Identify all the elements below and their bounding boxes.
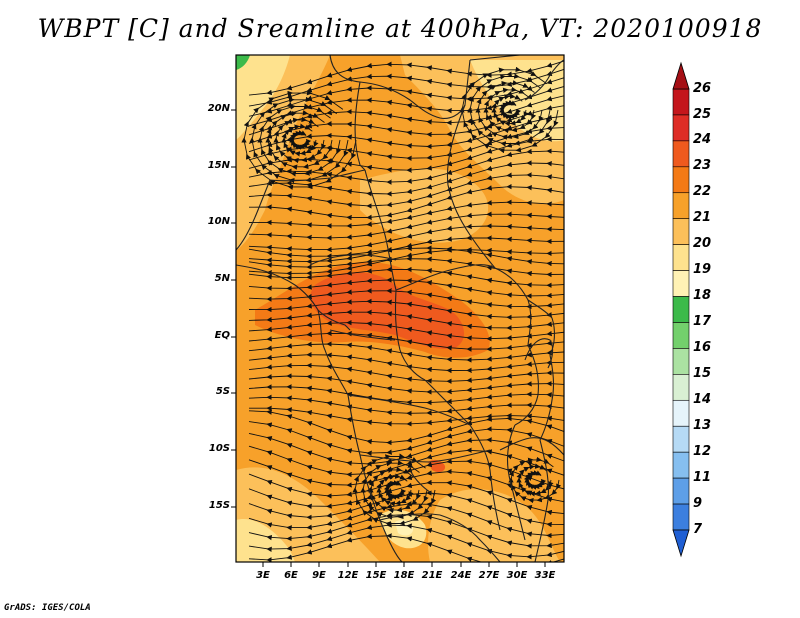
colorbar-label-24: 24 bbox=[693, 132, 712, 147]
lat-label-5n: 5N bbox=[214, 273, 230, 284]
colorbar-segment bbox=[672, 296, 690, 323]
lon-label-24e: 24E bbox=[450, 570, 472, 581]
streamline bbox=[248, 533, 564, 562]
colorbar-segment bbox=[672, 477, 690, 505]
colorbar-label-7: 7 bbox=[693, 522, 703, 537]
lat-label-15n: 15N bbox=[207, 160, 230, 171]
colorbar-bottom-triangle bbox=[672, 529, 690, 558]
colorbar-label-14: 14 bbox=[693, 392, 712, 407]
colorbar-label-17: 17 bbox=[693, 314, 712, 329]
lon-label-18e: 18E bbox=[393, 570, 415, 581]
lon-label-3e: 3E bbox=[256, 570, 270, 581]
colorbar-label-21: 21 bbox=[693, 210, 712, 225]
colorbar-segment bbox=[672, 374, 690, 401]
colorbar-label-16: 16 bbox=[693, 340, 712, 355]
lat-label-20n: 20N bbox=[207, 103, 230, 114]
colorbar-segment bbox=[672, 192, 690, 219]
colorbar-label-18: 18 bbox=[693, 288, 712, 303]
colorbar-segment bbox=[672, 503, 690, 531]
colorbar-label-13: 13 bbox=[693, 418, 712, 433]
colorbar-segment bbox=[672, 218, 690, 245]
plot-area bbox=[236, 55, 564, 562]
plot-frame bbox=[235, 54, 565, 563]
colorbar-label-25: 25 bbox=[693, 107, 712, 122]
lon-ticks bbox=[262, 562, 546, 567]
colorbar bbox=[672, 61, 690, 558]
lat-label-15s: 15S bbox=[208, 500, 230, 511]
lon-label-9e: 9E bbox=[312, 570, 326, 581]
colorbar-label-26: 26 bbox=[693, 81, 712, 96]
grads-credit: GrADS: IGES/COLA bbox=[4, 603, 91, 613]
lat-ticks bbox=[231, 109, 236, 508]
lat-label-10n: 10N bbox=[207, 216, 230, 227]
lat-label-eq: EQ bbox=[214, 330, 230, 341]
lat-label-10s: 10S bbox=[208, 443, 230, 454]
colorbar-label-22: 22 bbox=[693, 184, 712, 199]
colorbar-segment bbox=[672, 114, 690, 142]
streamline bbox=[508, 456, 562, 504]
colorbar-segment bbox=[672, 348, 690, 375]
colorbar-segment bbox=[672, 322, 690, 349]
lon-label-21e: 21E bbox=[421, 570, 443, 581]
streamline bbox=[459, 66, 559, 154]
colorbar-label-15: 15 bbox=[693, 366, 712, 381]
wbpt-area-17c bbox=[236, 55, 250, 70]
lon-label-33e: 33E bbox=[534, 570, 556, 581]
lon-label-6e: 6E bbox=[284, 570, 298, 581]
colorbar-segment bbox=[672, 451, 690, 479]
colorbar-label-11: 11 bbox=[693, 470, 712, 485]
colorbar-segment bbox=[672, 270, 690, 297]
colorbar-top-triangle bbox=[672, 61, 690, 90]
colorbar-label-23: 23 bbox=[693, 158, 712, 173]
colorbar-segment bbox=[672, 399, 690, 427]
colorbar-label-19: 19 bbox=[693, 262, 712, 277]
colorbar-label-20: 20 bbox=[693, 236, 712, 251]
colorbar-segment bbox=[672, 244, 690, 271]
country-boundaries bbox=[236, 55, 564, 562]
lon-label-12e: 12E bbox=[337, 570, 359, 581]
lon-label-30e: 30E bbox=[506, 570, 528, 581]
colorbar-segment bbox=[672, 425, 690, 453]
lat-label-5s: 5S bbox=[215, 386, 230, 397]
streamline bbox=[352, 453, 437, 527]
streamlines bbox=[241, 60, 564, 562]
colorbar-segment bbox=[672, 88, 690, 116]
lon-label-27e: 27E bbox=[478, 570, 500, 581]
colorbar-segment bbox=[672, 140, 690, 168]
colorbar-segment bbox=[672, 166, 690, 194]
colorbar-label-12: 12 bbox=[693, 444, 712, 459]
colorbar-label-9: 9 bbox=[693, 496, 703, 511]
map-title: WBPT [C] and Sreamline at 400hPa, VT: 20… bbox=[37, 14, 763, 43]
lon-label-15e: 15E bbox=[365, 570, 387, 581]
